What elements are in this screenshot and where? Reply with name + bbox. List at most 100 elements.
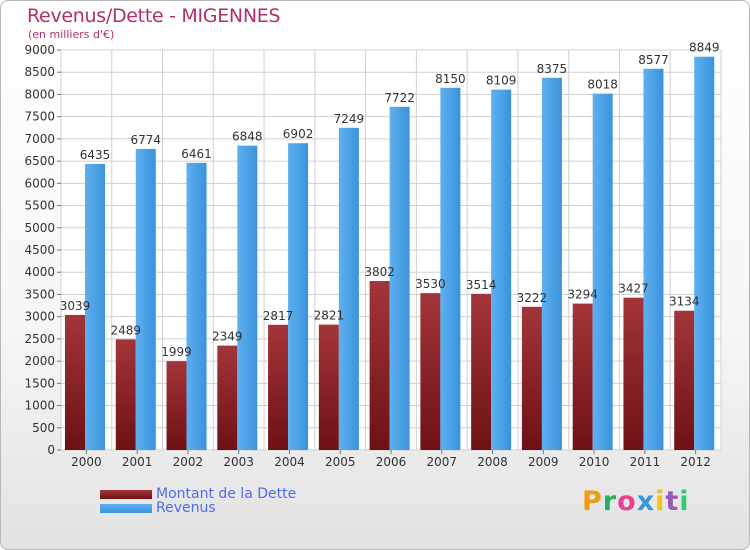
chart-title: Revenus/Dette - MIGENNES	[27, 5, 281, 27]
logo-letter: i	[655, 486, 666, 517]
legend-label-debt: Montant de la Dette	[156, 486, 297, 502]
y-tick-label: 3000	[24, 310, 55, 324]
bar-debt	[217, 345, 238, 450]
bar-revenue	[592, 93, 613, 451]
legend-item-revenue: Revenus	[100, 501, 296, 515]
y-tick-label: 1500	[24, 376, 55, 390]
data-label-debt: 3427	[618, 282, 649, 296]
bar-revenue	[389, 106, 410, 451]
bars	[65, 56, 715, 451]
proxiti-logo: Proxiti	[582, 486, 690, 517]
y-tick-label: 5000	[24, 221, 55, 235]
logo-letter: x	[636, 486, 656, 517]
bar-debt	[471, 293, 492, 450]
y-tick-label: 4500	[24, 243, 55, 257]
bar-debt	[318, 324, 339, 450]
bar-revenue	[186, 162, 207, 450]
bar-revenue	[541, 77, 562, 451]
bar-revenue	[440, 87, 461, 451]
chart-subtitle: (en milliers d'€)	[28, 28, 115, 41]
legend-label-revenue: Revenus	[156, 500, 216, 516]
data-label-debt: 3134	[669, 295, 700, 309]
x-tick-label: 2011	[630, 455, 661, 469]
x-tick-label: 2005	[325, 455, 356, 469]
logo-letter: t	[665, 486, 680, 517]
data-label-revenue: 6435	[80, 148, 111, 162]
y-tick-label: 2000	[24, 354, 55, 368]
data-label-revenue: 6774	[130, 133, 161, 147]
bar-debt	[521, 306, 542, 450]
y-tick-label: 8500	[24, 65, 55, 79]
data-label-revenue: 6461	[181, 147, 212, 161]
y-tick-label: 0	[47, 443, 55, 457]
bar-debt	[65, 314, 85, 450]
legend-item-debt: Montant de la Dette	[100, 487, 296, 501]
bar-revenue	[694, 56, 715, 450]
bar-debt	[420, 293, 441, 450]
bar-debt	[369, 281, 390, 450]
data-label-debt: 1999	[161, 345, 192, 359]
y-tick-label: 2500	[24, 332, 55, 346]
data-labels: 3039 6435 2489 6774 1999 6461 2349 6848 2817 6902…	[60, 41, 720, 359]
data-label-debt: 3039	[60, 299, 91, 313]
data-label-revenue: 8849	[689, 41, 720, 55]
y-tick-label: 4000	[24, 265, 55, 279]
data-label-revenue: 6902	[283, 127, 314, 141]
x-tick-label: 2003	[223, 455, 254, 469]
y-tick-label: 8000	[24, 87, 55, 101]
data-label-debt: 2349	[212, 330, 243, 344]
axes: 0 500 1000 1500 2000 2500 3000 3500 4000 4500 5000…	[24, 43, 710, 469]
x-tick-label: 2002	[173, 455, 204, 469]
x-tick-label: 2009	[528, 455, 559, 469]
x-tick-label: 2000	[71, 455, 102, 469]
bar-revenue	[338, 127, 359, 451]
y-tick-label: 9000	[24, 43, 55, 57]
data-label-debt: 2817	[263, 309, 294, 323]
y-tick-label: 6500	[24, 154, 55, 168]
y-tick-label: 7000	[24, 132, 55, 146]
legend: Montant de la Dette Revenus	[100, 487, 296, 515]
bar-revenue	[288, 143, 309, 450]
x-tick-label: 2006	[376, 455, 407, 469]
y-tick-label: 500	[32, 421, 55, 435]
y-tick-label: 3500	[24, 287, 55, 301]
data-label-revenue: 7249	[334, 112, 365, 126]
data-label-revenue: 7722	[384, 91, 415, 105]
y-tick-label: 6000	[24, 176, 55, 190]
data-label-debt: 3802	[364, 265, 395, 279]
x-tick-label: 2012	[680, 455, 711, 469]
legend-swatch-revenue	[100, 503, 152, 513]
x-tick-label: 2004	[274, 455, 305, 469]
y-tick-label: 7500	[24, 110, 55, 124]
x-tick-label: 2007	[426, 455, 457, 469]
data-label-revenue: 6848	[232, 130, 263, 144]
logo-letter: r	[602, 486, 618, 517]
y-tick-label: 1000	[24, 399, 55, 413]
data-label-debt: 3222	[517, 291, 548, 305]
data-label-revenue: 8150	[435, 72, 466, 86]
x-tick-label: 2010	[579, 455, 610, 469]
logo-letter: P	[582, 486, 603, 517]
logo-letter: o	[617, 486, 637, 517]
data-label-debt: 3514	[466, 278, 497, 292]
logo-letter: i	[679, 486, 690, 517]
bar-revenue	[85, 164, 105, 450]
legend-swatch-debt	[100, 489, 152, 499]
bar-debt	[572, 303, 593, 450]
bar-debt	[623, 297, 644, 450]
data-label-revenue: 8375	[537, 62, 568, 76]
bar-revenue	[643, 68, 664, 451]
data-label-revenue: 8577	[638, 53, 669, 67]
bar-debt	[115, 339, 136, 450]
bar-revenue	[491, 89, 512, 450]
data-label-debt: 2821	[314, 309, 345, 323]
x-tick-label: 2008	[477, 455, 508, 469]
bar-debt	[166, 361, 187, 450]
y-tick-label: 5500	[24, 199, 55, 213]
data-label-revenue: 8109	[486, 74, 517, 88]
bar-revenue	[237, 145, 258, 450]
data-label-debt: 3530	[415, 277, 446, 291]
bar-revenue	[135, 148, 156, 450]
data-label-debt: 3294	[567, 288, 598, 302]
